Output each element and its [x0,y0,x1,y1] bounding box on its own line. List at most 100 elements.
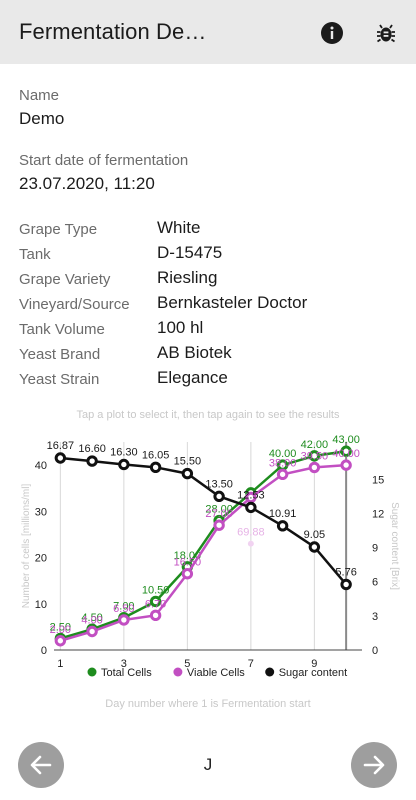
data-point [118,614,130,626]
data-label: 39.50 [301,450,329,462]
data-label: 7.00 [113,601,134,613]
data-label: 16.87 [47,440,75,452]
name-label: Name [19,87,60,104]
detail-value: Riesling [157,268,218,287]
x-axis-hint: Day number where 1 is Fermentation start [105,698,311,710]
x-tick-label: 5 [184,658,190,670]
data-label: 42.00 [301,439,329,451]
detail-value: White [157,218,201,237]
detail-row-tank: Tank D-15475 [19,243,399,268]
data-label: 40.00 [332,448,360,460]
data-point [340,578,352,591]
data-label: 43.00 [332,434,360,446]
x-tick-label: 1 [57,658,63,670]
detail-label: Yeast Strain [19,371,100,388]
data-point [213,519,225,531]
y-right-tick-label: 6 [372,577,378,589]
data-label: 27.00 [205,508,233,520]
data-label: 6.50 [113,603,134,615]
data-point [213,490,225,503]
start-date-value: 23.07.2020, 11:20 [19,174,155,193]
x-tick-label: 9 [311,658,317,670]
series-line-viable-cells [60,463,347,642]
y-right-tick-label: 0 [372,645,378,657]
back-button[interactable] [18,742,64,788]
arrow-left-icon [30,755,52,775]
data-point [308,461,321,474]
y-left-tick-label: 30 [35,506,47,518]
data-point [86,625,98,638]
detail-value: D-15475 [157,243,223,262]
detail-row-vineyard: Vineyard/Source Bernkasteler Doctor [19,293,399,318]
detail-label: Tank Volume [19,321,105,338]
app-bar: Fermentation De… [0,0,416,64]
data-label: 4.50 [81,612,102,624]
page-indicator: J [203,755,213,774]
data-point [276,520,289,532]
detail-label: Grape Type [19,221,98,238]
data-label: 28.00 [205,504,233,516]
detail-value: Bernkasteler Doctor [157,293,308,312]
data-label: 2.00 [50,624,71,636]
data-label: 13.50 [205,478,233,490]
data-label: 10.50 [142,584,170,596]
chart-hint: Tap a plot to select it, then tap again … [76,409,340,421]
data-label: 69.88 [237,527,265,539]
arrow-right-icon [363,755,385,775]
data-label: 16.30 [110,446,138,458]
data-point [149,609,162,622]
detail-row-grape-variety: Grape Variety Riesling [19,268,399,293]
next-button[interactable] [351,742,397,788]
y-left-tick-label: 20 [35,553,47,565]
detail-row-tank-volume: Tank Volume 100 hl [19,318,399,343]
x-tick-label: 3 [121,658,127,670]
data-point [340,445,352,457]
data-label: 16.50 [174,557,202,569]
y-left-tick-label: 0 [41,645,47,657]
detail-label: Yeast Brand [19,346,101,363]
data-point [245,491,257,504]
data-label: 18.00 [174,550,202,562]
data-label: 16.60 [78,443,106,455]
y-right-tick-label: 9 [372,543,378,555]
y-right-tick-label: 3 [372,611,378,623]
data-label: 5.76 [335,566,356,578]
legend-swatch [87,667,97,677]
data-label: 12.53 [237,489,265,501]
y-left-axis-title: Number of cells [millions/ml] [21,484,32,609]
detail-row-yeast-strain: Yeast Strain Elegance [19,368,399,393]
detail-row-grape-type: Grape Type White [19,218,399,243]
fermentation-chart[interactable]: 0 10 20 30 40 0 3 6 9 12 15 1 3 5 7 9 Number of cells [m… [0,430,416,700]
page-title: Fermentation De… [19,19,207,44]
data-point [308,450,321,462]
detail-value: Elegance [157,368,228,387]
data-label: 10.91 [269,508,297,520]
data-point [181,467,194,480]
detail-label: Grape Variety [19,271,111,288]
series-line-sugar-content [60,456,348,586]
legend-label: Sugar content [279,667,348,679]
data-point [54,452,67,464]
info-icon[interactable] [319,20,345,46]
data-label: 16.05 [142,449,170,461]
data-point [181,568,194,580]
y-right-tick-label: 12 [372,508,384,520]
series-line-total-cells [60,450,347,640]
detail-row-yeast-brand: Yeast Brand AB Biotek [19,343,399,368]
data-label: 38.00 [269,457,297,469]
start-date-label: Start date of fermentation [19,152,189,169]
legend-swatch [173,667,183,677]
bug-icon[interactable] [373,20,399,46]
data-label: 9.05 [304,529,325,541]
data-point [149,595,162,608]
x-tick-label: 7 [248,658,254,670]
detail-label: Vineyard/Source [19,296,130,313]
detail-label: Tank [19,246,51,263]
legend-label: Viable Cells [187,667,245,679]
data-point [118,458,130,471]
detail-value: AB Biotek [157,343,232,362]
legend-swatch [265,667,275,677]
legend-label: Total Cells [101,667,152,679]
data-label: 40.00 [269,448,297,460]
data-point [245,501,257,514]
